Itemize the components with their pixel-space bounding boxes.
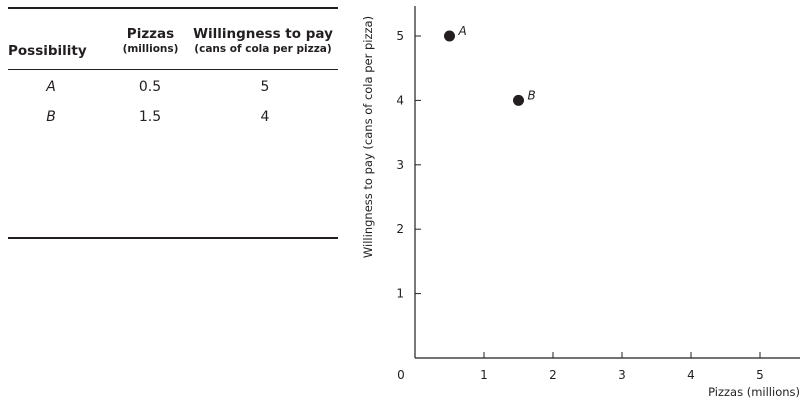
cell-pizzas: 0.5 (138, 79, 162, 95)
header-wtp: Willingness to pay (cans of cola per piz… (188, 26, 338, 56)
header-pizzas: Pizzas (millions) (108, 26, 193, 56)
cell-possibility: B (46, 109, 56, 125)
y-tick-label: 1 (396, 287, 404, 301)
data-point-a (444, 30, 455, 42)
cell-pizzas: 1.5 (138, 109, 162, 125)
header-wtp-unit: (cans of cola per pizza) (194, 43, 332, 55)
x-tick-label: 2 (549, 368, 557, 382)
y-tick-label: 5 (396, 29, 404, 43)
table-bottom-rule (8, 237, 338, 239)
x-axis-label: Pizzas (millions) (708, 385, 800, 399)
header-possibility: Possibility (8, 43, 87, 59)
scatter-chart: 1 2 3 4 5 1 2 3 4 5 0 Pizzas (millions) Willingness … (361, 6, 800, 399)
cell-wtp: 4 (260, 109, 270, 125)
y-tick-label: 2 (396, 222, 404, 236)
cell-possibility: A (46, 79, 56, 95)
x-tick-label: 1 (480, 368, 488, 382)
table-header-rule (8, 69, 338, 70)
point-label-a: A (458, 24, 467, 38)
x-tick-label: 5 (756, 368, 764, 382)
header-pizzas-label: Pizzas (126, 26, 175, 42)
x-tick-label: 3 (618, 368, 626, 382)
data-table: Possibility Pizzas (millions) Willingnes… (8, 0, 338, 245)
cell-wtp: 5 (260, 79, 270, 95)
point-label-b: B (528, 88, 536, 102)
origin-label: 0 (397, 368, 405, 382)
x-tick-label: 4 (687, 368, 695, 382)
table-top-rule (8, 7, 338, 9)
data-point-b (513, 94, 524, 106)
y-axis-label: Willingness to pay (cans of cola per piz… (361, 16, 375, 258)
header-pizzas-unit: (millions) (122, 43, 179, 55)
header-wtp-label: Willingness to pay (193, 26, 333, 42)
y-tick-label: 3 (396, 158, 404, 172)
y-tick-label: 4 (396, 93, 404, 107)
